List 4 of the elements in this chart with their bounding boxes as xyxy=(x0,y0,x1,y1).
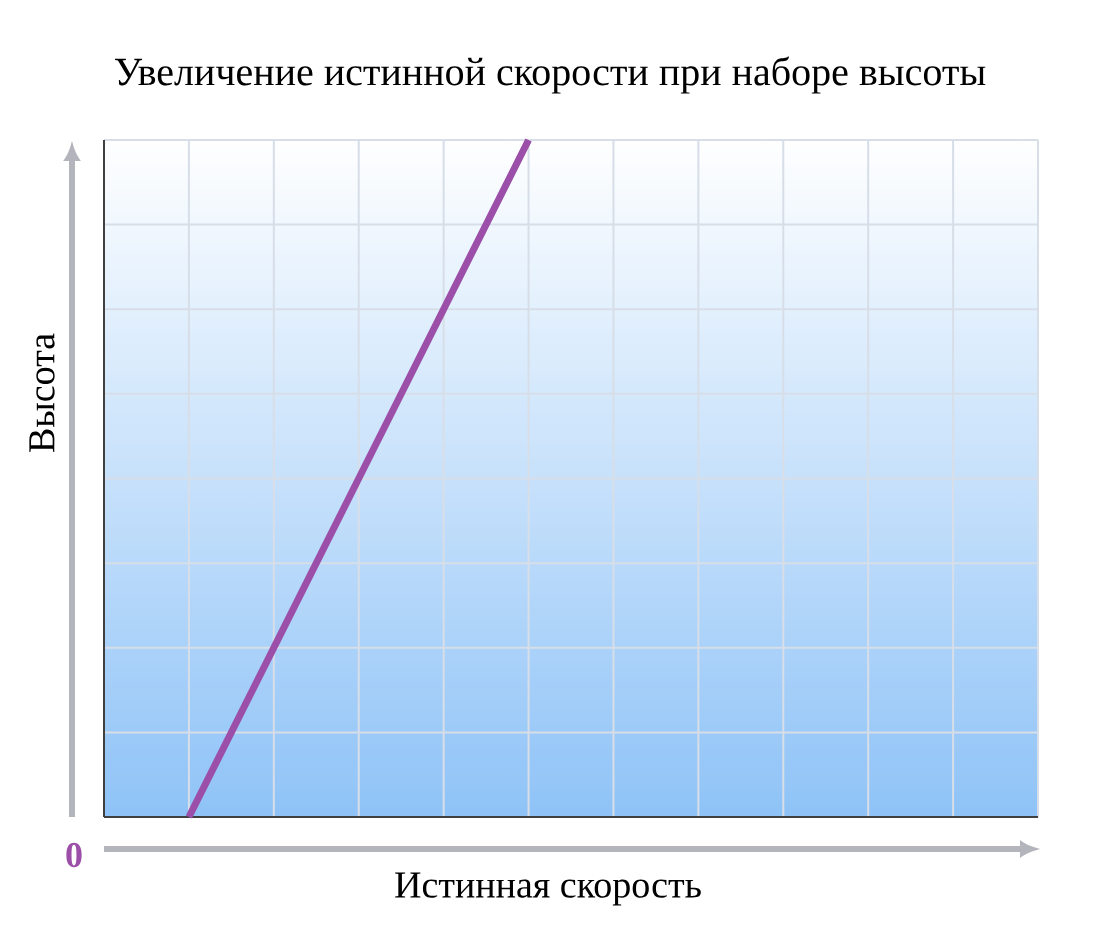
text: 0 xyxy=(66,842,82,868)
x-axis-title: Истинная скорость xyxy=(395,872,701,906)
chart-title: Увеличение истинной скорости при наборе высоты xyxy=(115,56,986,94)
y-axis-title: Высота xyxy=(29,333,55,452)
